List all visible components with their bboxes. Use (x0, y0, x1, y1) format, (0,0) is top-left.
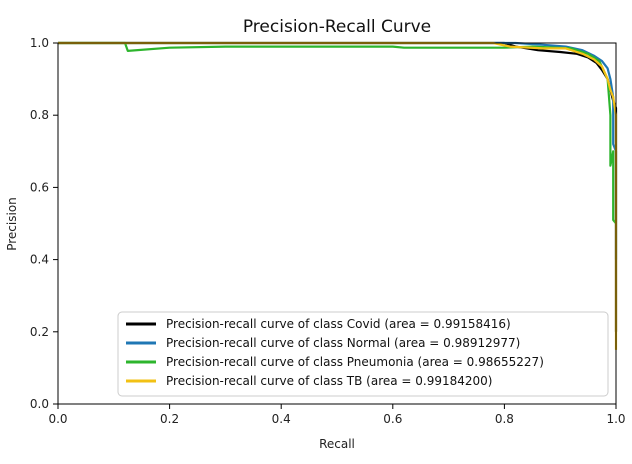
series-line-0 (58, 41, 618, 332)
axis-ticks: 0.0 0.2 0.4 0.6 0.8 1.0 0.0 0.2 0.4 0.6 0.8 1.0 (30, 36, 626, 426)
y-tick-label: 0.6 (30, 180, 49, 194)
y-tick-label: 0.8 (30, 108, 49, 122)
legend-entry-3: Precision-recall curve of class TB (area… (166, 374, 493, 388)
plot-lines (58, 41, 618, 350)
y-tick-label: 0.0 (30, 397, 49, 411)
chart-title: Precision-Recall Curve (243, 17, 431, 37)
legend-entry-0: Precision-recall curve of class Covid (a… (166, 317, 511, 331)
legend-entry-1: Precision-recall curve of class Normal (… (166, 336, 520, 350)
x-tick-label: 1.0 (606, 412, 625, 426)
x-axis-label: Recall (319, 437, 355, 451)
x-tick-label: 0.2 (160, 412, 179, 426)
y-tick-label: 1.0 (30, 36, 49, 50)
x-tick-label: 0.8 (495, 412, 514, 426)
x-tick-label: 0.4 (272, 412, 291, 426)
series-line-3 (58, 41, 618, 350)
plot-frame (57, 42, 617, 405)
x-tick-label: 0.6 (383, 412, 402, 426)
legend-box (117, 311, 609, 397)
legend: Precision-recall curve of class Covid (a… (117, 311, 609, 397)
y-tick-label: 0.2 (30, 325, 49, 339)
x-tick-label: 0.0 (48, 412, 67, 426)
y-tick-label: 0.4 (30, 253, 49, 267)
legend-entry-2: Precision-recall curve of class Pneumoni… (166, 355, 544, 369)
series-line-1 (58, 41, 618, 260)
y-axis-label: Precision (5, 197, 19, 251)
series-line-2 (58, 41, 617, 225)
